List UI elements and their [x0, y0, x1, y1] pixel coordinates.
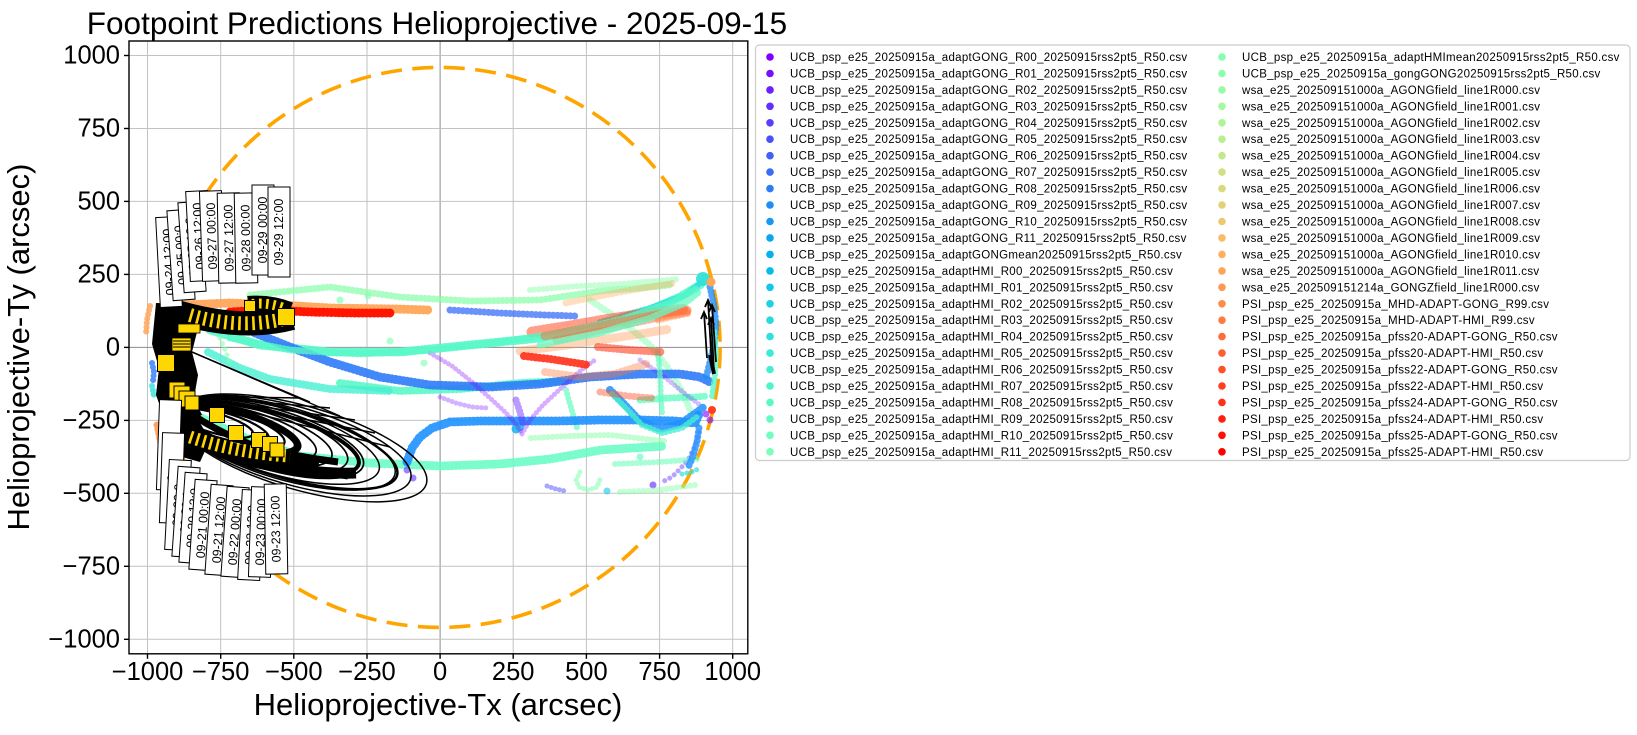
svg-text:250: 250	[492, 658, 535, 686]
svg-text:wsa_e25_202509151000a_AGONGfie: wsa_e25_202509151000a_AGONGfield_line1R0…	[1241, 101, 1540, 113]
svg-text:1000: 1000	[704, 658, 761, 686]
svg-text:09-23 12:00: 09-23 12:00	[268, 495, 283, 562]
svg-text:UCB_psp_e25_20250915a_adaptGON: UCB_psp_e25_20250915a_adaptGONG_R11_2025…	[790, 233, 1187, 245]
svg-text:09-29 12:00: 09-29 12:00	[272, 199, 286, 266]
svg-text:UCB_psp_e25_20250915a_adaptHMI: UCB_psp_e25_20250915a_adaptHMI_R02_20250…	[790, 299, 1173, 311]
svg-text:UCB_psp_e25_20250915a_adaptGON: UCB_psp_e25_20250915a_adaptGONG_R07_2025…	[790, 167, 1187, 179]
svg-text:−1000: −1000	[48, 625, 120, 653]
svg-text:UCB_psp_e25_20250915a_adaptGON: UCB_psp_e25_20250915a_adaptGONG_R03_2025…	[790, 101, 1187, 113]
svg-text:wsa_e25_202509151000a_AGONGfie: wsa_e25_202509151000a_AGONGfield_line1R0…	[1241, 266, 1539, 278]
svg-text:UCB_psp_e25_20250915a_adaptGON: UCB_psp_e25_20250915a_adaptGONGmean20250…	[790, 249, 1182, 261]
svg-text:UCB_psp_e25_20250915a_adaptGON: UCB_psp_e25_20250915a_adaptGONG_R02_2025…	[790, 85, 1187, 97]
svg-text:UCB_psp_e25_20250915a_adaptGON: UCB_psp_e25_20250915a_adaptGONG_R08_2025…	[790, 184, 1187, 196]
svg-text:−250: −250	[338, 658, 395, 686]
svg-text:wsa_e25_202509151000a_AGONGfie: wsa_e25_202509151000a_AGONGfield_line1R0…	[1241, 217, 1540, 229]
svg-text:UCB_psp_e25_20250915a_adaptHMI: UCB_psp_e25_20250915a_adaptHMI_R00_20250…	[790, 266, 1173, 278]
svg-text:wsa_e25_202509151000a_AGONGfie: wsa_e25_202509151000a_AGONGfield_line1R0…	[1241, 85, 1540, 97]
svg-text:PSI_psp_e25_20250915a_pfss22-A: PSI_psp_e25_20250915a_pfss22-ADAPT-GONG_…	[1242, 365, 1558, 377]
svg-text:UCB_psp_e25_20250915a_adaptHMI: UCB_psp_e25_20250915a_adaptHMI_R01_20250…	[790, 282, 1173, 294]
svg-text:09-27 12:00: 09-27 12:00	[221, 204, 236, 271]
svg-text:wsa_e25_202509151000a_AGONGfie: wsa_e25_202509151000a_AGONGfield_line1R0…	[1241, 249, 1540, 261]
svg-text:UCB_psp_e25_20250915a_adaptGON: UCB_psp_e25_20250915a_adaptGONG_R05_2025…	[790, 134, 1187, 146]
svg-text:PSI_psp_e25_20250915a_MHD-ADAP: PSI_psp_e25_20250915a_MHD-ADAPT-HMI_R99.…	[1242, 315, 1535, 327]
svg-text:PSI_psp_e25_20250915a_pfss20-A: PSI_psp_e25_20250915a_pfss20-ADAPT-GONG_…	[1242, 332, 1558, 344]
svg-text:wsa_e25_202509151214a_GONGZfie: wsa_e25_202509151214a_GONGZfield_line1R0…	[1241, 282, 1540, 294]
svg-text:UCB_psp_e25_20250915a_adaptHMI: UCB_psp_e25_20250915a_adaptHMI_R07_20250…	[790, 381, 1173, 393]
svg-text:PSI_psp_e25_20250915a_pfss24-A: PSI_psp_e25_20250915a_pfss24-ADAPT-HMI_R…	[1242, 414, 1543, 426]
svg-text:wsa_e25_202509151000a_AGONGfie: wsa_e25_202509151000a_AGONGfield_line1R0…	[1241, 167, 1540, 179]
svg-text:UCB_psp_e25_20250915a_adaptHMI: UCB_psp_e25_20250915a_adaptHMI_R09_20250…	[790, 414, 1173, 426]
svg-text:PSI_psp_e25_20250915a_pfss25-A: PSI_psp_e25_20250915a_pfss25-ADAPT-GONG_…	[1242, 430, 1558, 442]
svg-text:wsa_e25_202509151000a_AGONGfie: wsa_e25_202509151000a_AGONGfield_line1R0…	[1241, 200, 1540, 212]
svg-text:wsa_e25_202509151000a_AGONGfie: wsa_e25_202509151000a_AGONGfield_line1R0…	[1241, 184, 1540, 196]
svg-text:UCB_psp_e25_20250915a_adaptGON: UCB_psp_e25_20250915a_adaptGONG_R10_2025…	[790, 217, 1187, 229]
svg-text:UCB_psp_e25_20250915a_adaptHMI: UCB_psp_e25_20250915a_adaptHMI_R10_20250…	[790, 430, 1173, 442]
svg-text:−750: −750	[192, 658, 249, 686]
svg-text:750: 750	[638, 658, 681, 686]
svg-text:Footpoint Predictions Heliopro: Footpoint Predictions Helioprojective - …	[87, 5, 787, 41]
svg-text:UCB_psp_e25_20250915a_adaptGON: UCB_psp_e25_20250915a_adaptGONG_R09_2025…	[790, 200, 1187, 212]
svg-text:wsa_e25_202509151000a_AGONGfie: wsa_e25_202509151000a_AGONGfield_line1R0…	[1241, 233, 1540, 245]
svg-text:wsa_e25_202509151000a_AGONGfie: wsa_e25_202509151000a_AGONGfield_line1R0…	[1241, 134, 1540, 146]
svg-text:−250: −250	[63, 406, 120, 434]
svg-text:09-27 00:00: 09-27 00:00	[204, 202, 220, 269]
svg-text:PSI_psp_e25_20250915a_pfss24-A: PSI_psp_e25_20250915a_pfss24-ADAPT-GONG_…	[1242, 397, 1558, 409]
svg-text:UCB_psp_e25_20250915a_adaptHMI: UCB_psp_e25_20250915a_adaptHMI_R04_20250…	[790, 332, 1173, 344]
svg-text:0: 0	[433, 658, 447, 686]
svg-text:250: 250	[77, 260, 120, 288]
svg-text:1000: 1000	[63, 42, 120, 70]
svg-text:09-28 00:00: 09-28 00:00	[238, 204, 253, 271]
svg-text:09-29 00:00: 09-29 00:00	[256, 197, 270, 264]
svg-text:−500: −500	[265, 658, 322, 686]
svg-text:−1000: −1000	[112, 658, 184, 686]
svg-text:−750: −750	[63, 552, 120, 580]
svg-text:UCB_psp_e25_20250915a_adaptHMI: UCB_psp_e25_20250915a_adaptHMI_R11_20250…	[790, 447, 1172, 459]
svg-text:UCB_psp_e25_20250915a_adaptGON: UCB_psp_e25_20250915a_adaptGONG_R06_2025…	[790, 151, 1187, 163]
svg-text:−500: −500	[63, 479, 120, 507]
svg-text:500: 500	[565, 658, 608, 686]
svg-text:PSI_psp_e25_20250915a_MHD-ADAP: PSI_psp_e25_20250915a_MHD-ADAPT-GONG_R99…	[1242, 299, 1549, 311]
svg-text:750: 750	[77, 115, 120, 143]
svg-text:wsa_e25_202509151000a_AGONGfie: wsa_e25_202509151000a_AGONGfield_line1R0…	[1241, 118, 1540, 130]
svg-text:Helioprojective-Ty (arcsec): Helioprojective-Ty (arcsec)	[1, 164, 36, 531]
svg-text:0: 0	[106, 333, 120, 361]
svg-text:wsa_e25_202509151000a_AGONGfie: wsa_e25_202509151000a_AGONGfield_line1R0…	[1241, 151, 1540, 163]
svg-text:UCB_psp_e25_20250915a_adaptGON: UCB_psp_e25_20250915a_adaptGONG_R04_2025…	[790, 118, 1187, 130]
svg-text:Helioprojective-Tx (arcsec): Helioprojective-Tx (arcsec)	[254, 687, 623, 722]
svg-text:UCB_psp_e25_20250915a_adaptHMI: UCB_psp_e25_20250915a_adaptHMImean202509…	[1242, 52, 1620, 64]
svg-text:UCB_psp_e25_20250915a_adaptHMI: UCB_psp_e25_20250915a_adaptHMI_R05_20250…	[790, 348, 1173, 360]
svg-text:500: 500	[77, 187, 120, 215]
svg-text:UCB_psp_e25_20250915a_gongGONG: UCB_psp_e25_20250915a_gongGONG20250915rs…	[1242, 69, 1601, 81]
svg-text:PSI_psp_e25_20250915a_pfss22-A: PSI_psp_e25_20250915a_pfss22-ADAPT-HMI_R…	[1242, 381, 1543, 393]
svg-text:UCB_psp_e25_20250915a_adaptHMI: UCB_psp_e25_20250915a_adaptHMI_R06_20250…	[790, 365, 1173, 377]
svg-text:UCB_psp_e25_20250915a_adaptGON: UCB_psp_e25_20250915a_adaptGONG_R00_2025…	[790, 52, 1187, 64]
svg-text:UCB_psp_e25_20250915a_adaptHMI: UCB_psp_e25_20250915a_adaptHMI_R03_20250…	[790, 315, 1173, 327]
svg-text:UCB_psp_e25_20250915a_adaptHMI: UCB_psp_e25_20250915a_adaptHMI_R08_20250…	[790, 397, 1173, 409]
svg-text:PSI_psp_e25_20250915a_pfss20-A: PSI_psp_e25_20250915a_pfss20-ADAPT-HMI_R…	[1242, 348, 1543, 360]
svg-text:PSI_psp_e25_20250915a_pfss25-A: PSI_psp_e25_20250915a_pfss25-ADAPT-HMI_R…	[1242, 447, 1543, 459]
svg-text:UCB_psp_e25_20250915a_adaptGON: UCB_psp_e25_20250915a_adaptGONG_R01_2025…	[790, 69, 1187, 81]
